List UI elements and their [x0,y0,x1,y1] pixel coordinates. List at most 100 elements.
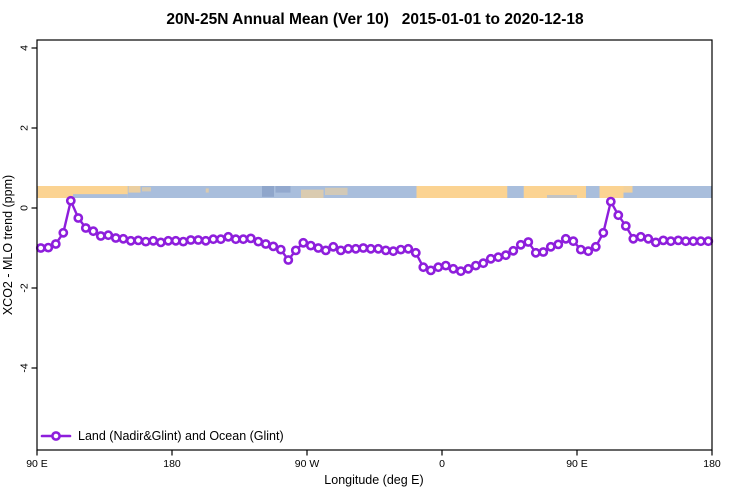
data-point [545,241,556,252]
data-point [88,226,99,237]
y-tick-label: -2 [19,283,31,292]
strip-segment-land [205,188,209,193]
data-series [35,195,714,277]
data-point [478,258,489,269]
data-point [440,260,451,271]
data-point [358,243,369,253]
y-tick-label: 2 [19,125,31,131]
data-point [365,243,376,254]
data-point [673,235,684,246]
data-point [500,250,511,261]
data-point [665,236,676,247]
data-point [230,234,241,245]
data-point [598,227,609,238]
data-point [590,241,601,252]
strip-segment-land [142,187,151,192]
data-point [703,236,714,247]
strip-segment-land [128,186,141,193]
data-point [448,263,459,274]
data-point [155,237,166,248]
data-point [140,236,151,247]
data-point [58,227,69,238]
data-point [103,230,114,241]
y-axis-title: XCO2 - MLO trend (ppm) [1,175,15,315]
data-point [613,210,624,221]
data-point [215,234,226,245]
data-point [410,247,421,258]
data-point [238,234,249,245]
y-tick-label: 4 [19,45,31,51]
x-axis: 90 E 180 90 W 0 90 E 180 [26,450,721,470]
data-point [605,196,616,207]
strip-segment-ocean [73,194,128,198]
data-point [95,231,106,241]
series-line [39,199,710,273]
data-point [530,247,541,258]
data-point [178,236,189,247]
data-point [43,242,54,253]
data-point [298,237,309,248]
data-point [688,236,699,247]
data-point [208,234,219,245]
chart-title: 20N-25N Annual Mean (Ver 10) 2015-01-01 … [166,11,584,28]
land-ocean-strip [37,186,712,198]
data-point [148,235,159,246]
data-point [508,245,519,256]
x-axis-title: Longitude (deg E) [324,473,423,487]
strip-segment-land [325,187,348,195]
data-point [418,262,429,273]
data-point [320,245,331,256]
data-point [680,236,691,247]
data-point [170,235,181,246]
data-point [658,235,669,246]
strip-segment-land [416,186,508,198]
data-point [523,237,534,247]
data-point [695,236,706,247]
y-tick-label: -4 [19,363,31,372]
data-point [538,247,549,257]
data-point [275,244,286,255]
strip-segment-land [599,186,624,198]
data-point [253,236,264,247]
data-point [268,241,279,252]
data-point [455,266,466,277]
plot-box [36,39,713,451]
legend-marker-icon [40,431,72,441]
strip-segment-shade [262,186,274,197]
data-point [163,235,174,246]
data-point [463,263,474,274]
x-tick-label: 0 [439,458,445,470]
data-point [425,265,436,276]
data-point [470,260,481,271]
legend: Land (Nadir&Glint) and Ocean (Glint) [40,429,284,443]
data-point [305,240,316,251]
data-point [283,255,294,265]
legend-point [51,431,61,441]
data-point [65,195,76,206]
x-tick-label: 90 W [295,458,320,470]
data-point [35,243,46,253]
data-point [620,221,631,231]
data-point [290,245,301,256]
data-point [575,244,586,255]
x-tick-label: 180 [163,458,181,470]
data-point [245,233,256,244]
data-point [118,233,129,244]
y-tick-label: 0 [19,205,31,211]
strip-segment-ocean [547,195,577,198]
data-point [335,245,346,256]
x-tick-label: 90 E [26,458,48,470]
data-point [635,231,646,242]
x-tick-label: 90 E [566,458,588,470]
data-point [560,233,571,244]
data-point [185,235,196,245]
data-point [223,231,234,242]
data-point [643,233,654,244]
data-point [380,245,391,256]
data-point [388,246,399,257]
data-point [568,236,579,247]
data-point [515,239,526,250]
data-point [193,235,204,245]
